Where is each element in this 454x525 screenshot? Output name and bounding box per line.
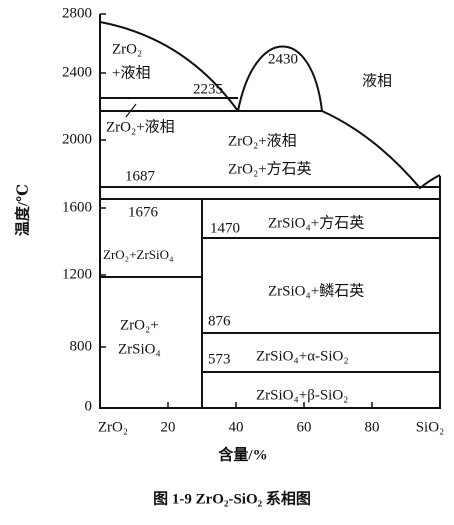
temperature-label: 2430 [268,51,298,67]
region-label: ZrO₂+ [120,317,159,333]
x-tick-label: 60 [297,419,312,435]
leader [125,103,137,118]
x-tick-label: 20 [161,419,176,435]
y-tick-label: 2800 [62,5,92,21]
caption: 图 1-9 ZrO₂-SiO₂ 系相图 [153,489,311,507]
temperature-label: 876 [208,313,231,329]
region-label: 液相 [362,72,392,89]
x-axis-label: 含量/% [218,445,267,463]
temperature-label: 1470 [210,220,240,236]
region-label: ZrSiO₄ [118,341,161,357]
region-label: ZrO₂ [112,41,142,57]
isotherm [100,97,440,408]
region-label: ZrO₂+液相 [228,132,297,149]
temperature-label: 573 [208,351,231,367]
temperature-label: 1676 [128,204,159,220]
y-tick-label: 2400 [62,64,92,80]
y-axis-label: 温度/℃ [13,184,31,236]
liquidus [237,45,323,112]
region-label: ZrSiO₄+鳞石英 [268,281,364,299]
temperature-label: 1687 [125,168,156,184]
x-tick-label: ZrO₂ [98,419,128,435]
region-label: ZrSiO₄+β-SiO₂ [256,387,348,403]
liquidus [99,21,239,112]
region-label: ZrSiO₄+方石英 [268,213,364,231]
y-tick-label: 1200 [62,266,92,282]
liquidus [321,110,441,190]
axis [99,14,441,409]
y-tick-label: 800 [70,338,93,354]
temperature-label: 2235 [193,81,223,97]
x-tick-label: 80 [365,419,380,435]
x-tick-label: 40 [229,419,244,435]
region-label: ZrO₂+方石英 [228,159,312,177]
region-label: +液相 [112,64,150,81]
region-label: ZrO₂+ZrSiO₄ [103,247,174,262]
tick [100,13,373,408]
region-label: ZrO₂+液相 [106,118,175,135]
y-tick-label: 1600 [62,199,92,215]
y-tick-label: 0 [85,398,93,414]
diagram-lines [99,13,441,409]
x-tick-label: SiO₂ [416,419,445,435]
y-tick-label: 2000 [62,131,92,147]
region-label: ZrSiO₄+α-SiO₂ [256,348,349,364]
